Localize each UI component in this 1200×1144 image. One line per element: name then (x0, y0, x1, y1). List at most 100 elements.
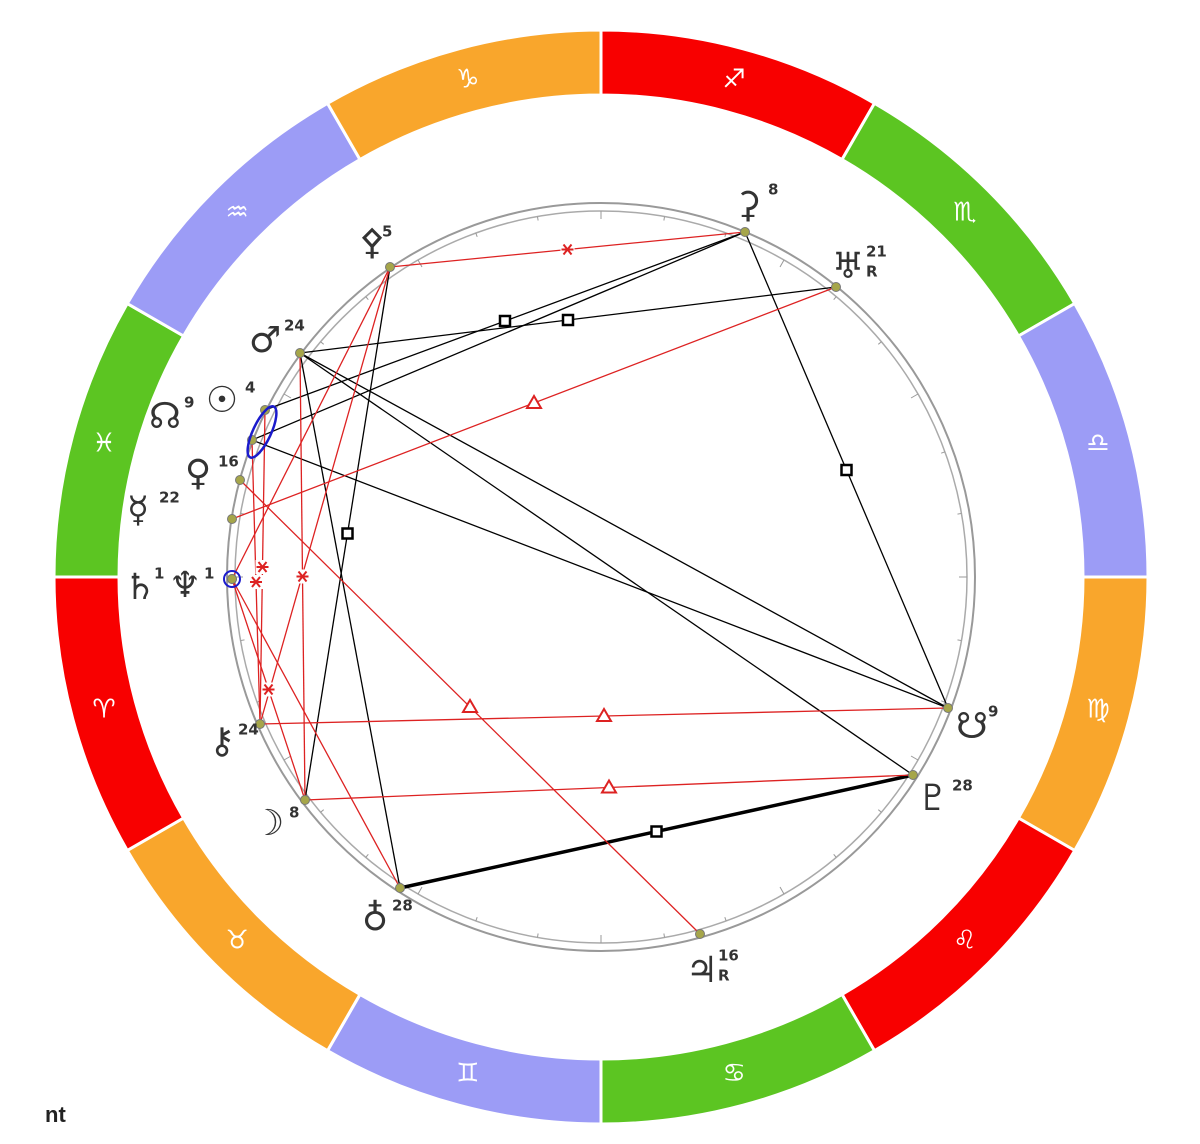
conjunction-highlight (223, 570, 241, 588)
zodiac-sign: ♍ (1086, 695, 1109, 725)
planet-degree: 16 (218, 453, 239, 471)
planet-dot (695, 929, 705, 939)
tick (957, 639, 962, 642)
aspect-trine (600, 778, 618, 794)
planet-degree: 21 (866, 243, 887, 261)
tick (320, 809, 325, 813)
aspect-trine (595, 707, 613, 722)
inner-circle-outer (226, 202, 976, 952)
tick (940, 700, 946, 703)
tick (320, 341, 325, 345)
aspect-line (259, 266, 391, 725)
zodiac-sign: ♐ (723, 65, 746, 95)
zodiac-sign: ♒ (226, 198, 249, 228)
tick (536, 933, 539, 938)
planet-degree: 4 (245, 379, 255, 397)
planet-symbol: ♇ (917, 778, 949, 819)
tick (957, 512, 962, 515)
planet-symbol: ♆ (169, 565, 201, 606)
planet-dot (385, 262, 395, 272)
planet-symbol: ♄ (124, 567, 156, 608)
planet-dot (235, 475, 245, 485)
planet-degree: 9 (988, 703, 998, 721)
planet-symbol: ♅ (832, 246, 864, 287)
tick (475, 916, 478, 922)
planet-degree: 28 (952, 777, 973, 795)
planet-degree: 24 (238, 721, 259, 739)
inner-circle-inner (234, 210, 968, 944)
zodiac-segment (1016, 575, 1150, 853)
zodiac-sign: ♑ (456, 65, 479, 95)
planet-symbol: ⚳ (735, 185, 761, 226)
tick (910, 755, 919, 761)
planet-dot (395, 883, 405, 893)
tick (833, 296, 837, 301)
aspect-sextile (257, 561, 268, 573)
planet-symbol: ♁ (362, 898, 388, 939)
tick (724, 916, 727, 922)
conjunction-highlight (246, 405, 278, 459)
aspect-sextile (263, 683, 274, 696)
planet-degree: 24 (284, 317, 305, 335)
aspect-sextile (562, 243, 573, 256)
footer: nt (45, 1102, 66, 1127)
planet-retrograde: R (866, 263, 878, 281)
zodiac-segment (599, 28, 877, 162)
tick (663, 216, 666, 221)
zodiac-sign: ♉ (226, 925, 249, 955)
aspect-line (299, 352, 914, 776)
zodiac-sign: ♌ (953, 925, 976, 955)
tick (365, 296, 369, 301)
planet-dot (255, 719, 265, 729)
planet-degree: 1 (204, 565, 214, 583)
planet-symbol: ♂ (249, 320, 281, 361)
planet-dot (908, 770, 918, 780)
aspect-line (251, 439, 949, 709)
zodiac-sign: ♊ (456, 1058, 479, 1088)
zodiac-segment (325, 28, 603, 162)
aspect-square (561, 313, 575, 327)
tick (877, 341, 882, 345)
tick (283, 393, 292, 399)
zodiac-sign: ♋ (723, 1058, 746, 1088)
aspect-trine (461, 698, 479, 713)
planet-symbol: ☋ (956, 706, 988, 747)
tick (536, 216, 539, 221)
aspect-line (231, 266, 391, 580)
zodiac-sign: ♎ (1086, 428, 1109, 458)
planet-degree: 28 (392, 897, 413, 915)
planet-symbol: ⚷ (209, 721, 235, 762)
aspect-sextile (251, 576, 261, 588)
planet-dot (227, 574, 237, 584)
tick (663, 933, 666, 938)
planet-symbol: ⚴ (359, 222, 385, 263)
tick (910, 393, 919, 399)
zodiac-sign: ♈ (92, 695, 115, 725)
planet-symbol: ♀ (185, 453, 211, 494)
tick (877, 809, 882, 813)
planet-degree: 8 (289, 804, 299, 822)
planet-symbol: ♃ (686, 950, 718, 991)
aspect-square (840, 463, 853, 477)
planet-degree: 1 (154, 565, 164, 583)
tick (475, 232, 478, 238)
tick (283, 755, 292, 761)
planet-dot (831, 282, 841, 292)
tick (779, 886, 785, 895)
aspect-line (299, 352, 949, 709)
planet-degree: 5 (382, 223, 392, 241)
aspect-line (251, 231, 746, 441)
planet-degree: 8 (768, 181, 778, 199)
zodiac-segment (52, 575, 186, 853)
zodiac-segment (1016, 301, 1150, 579)
tick (940, 451, 946, 454)
planet-symbol: ☽ (252, 803, 284, 844)
tick (779, 259, 785, 268)
planet-degree: 16 (718, 947, 739, 965)
aspect-square (650, 825, 663, 838)
planet-symbol: ☿ (127, 490, 149, 531)
zodiac-segment (52, 301, 186, 579)
planet-dot (740, 227, 750, 237)
planet-dot (300, 795, 310, 805)
